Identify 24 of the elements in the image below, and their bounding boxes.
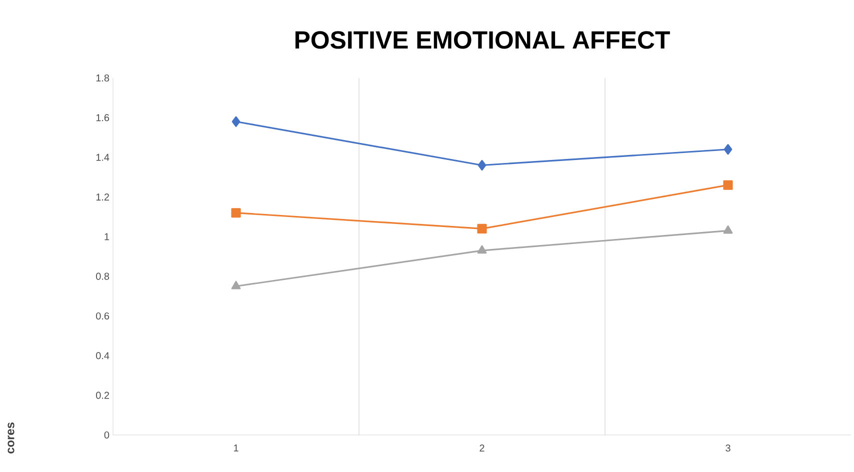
point <box>232 116 240 127</box>
y-tick-label: 0.2 <box>96 392 109 399</box>
point <box>723 225 733 234</box>
chart-title: POSITIVE EMOTIONAL AFFECT <box>295 31 670 49</box>
point <box>231 280 241 290</box>
y-tick-label: 0 <box>104 431 110 439</box>
y-tick-label: 0.6 <box>96 312 110 320</box>
point <box>231 208 241 218</box>
y-tick-label: 1.2 <box>96 194 109 200</box>
y-tick-label: 1.4 <box>96 154 110 161</box>
y-tick-label: 0.8 <box>96 272 110 280</box>
point <box>477 224 487 234</box>
point <box>478 160 486 171</box>
y-tick-label: 1.8 <box>96 74 110 82</box>
y-tick-label: 1 <box>104 233 110 240</box>
text: cores <box>8 422 14 454</box>
point <box>477 245 487 254</box>
x-tick-label: 1 <box>234 444 238 452</box>
x-tick-label: 3 <box>726 444 730 452</box>
y-tick-label: 1.6 <box>96 114 110 122</box>
point <box>723 180 733 190</box>
y-tick-label: 0.4 <box>96 352 110 360</box>
x-tick-label: 2 <box>480 444 484 452</box>
point <box>724 144 732 155</box>
